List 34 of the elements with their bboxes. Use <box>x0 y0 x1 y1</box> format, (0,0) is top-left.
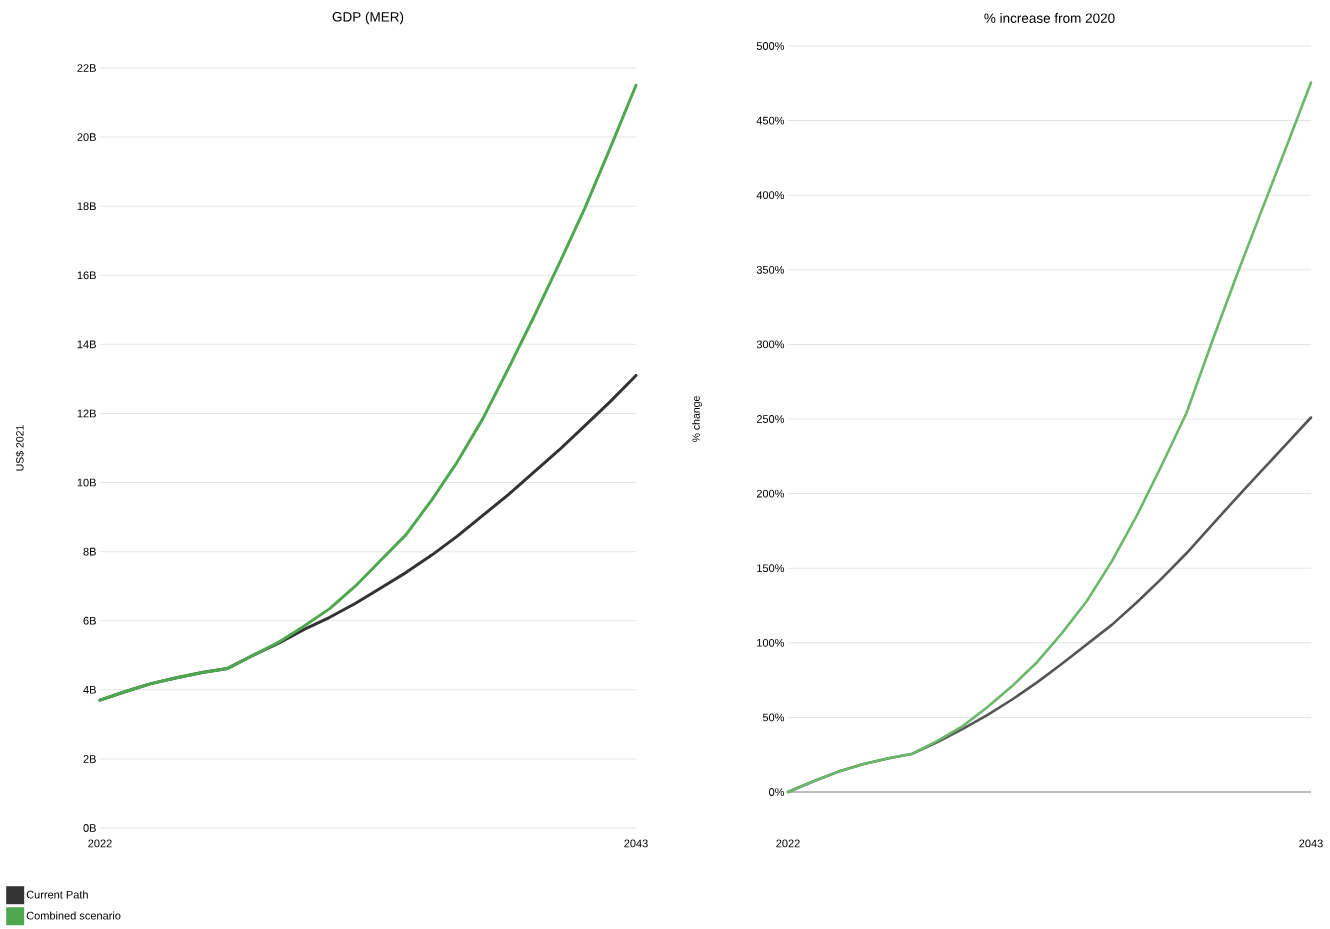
y-tick-label: 14B <box>77 340 96 349</box>
y-tick-label: 100% <box>757 638 785 647</box>
y-axis-title: % change <box>692 396 702 442</box>
y-tick-label: 20B <box>77 133 96 141</box>
y-tick-label: 10B <box>77 478 96 487</box>
y-tick-label: 4B <box>83 686 96 694</box>
y-tick-label: 350% <box>756 265 785 274</box>
y-tick-label: 0B <box>83 824 96 832</box>
y-axis-title: US$ 2021 <box>15 425 25 471</box>
y-tick-label: 0% <box>769 788 785 796</box>
legend-label: Current Path <box>26 890 88 899</box>
line-series <box>786 81 1313 794</box>
y-tick-label: 6B <box>83 616 96 625</box>
legend-label: Combined scenario <box>26 911 121 920</box>
x-tick-label: 2022 <box>88 839 112 848</box>
y-tick-label: 450% <box>756 116 785 125</box>
y-tick-label: 2B <box>83 755 96 763</box>
y-tick-label: 200% <box>756 489 785 498</box>
y-tick-label: 150% <box>757 564 785 573</box>
y-tick-label: 50% <box>762 713 785 722</box>
y-tick-label: 250% <box>756 415 785 423</box>
y-tick-label: 22B <box>77 64 96 72</box>
x-tick-label: 2043 <box>1299 839 1323 848</box>
y-tick-label: 400% <box>756 191 785 200</box>
chart-title: % increase from 2020 <box>984 13 1115 23</box>
y-tick-label: 18B <box>77 202 96 211</box>
x-tick-label: 2022 <box>776 839 800 848</box>
y-tick-label: 500% <box>756 42 785 50</box>
y-tick-label: 300% <box>756 340 785 349</box>
y-tick-label: 16B <box>77 271 96 280</box>
y-tick-label: 12B <box>77 409 96 418</box>
y-tick-label: 8B <box>83 547 96 556</box>
x-tick-label: 2043 <box>624 839 648 848</box>
chart-title: GDP (MER) <box>332 11 404 25</box>
